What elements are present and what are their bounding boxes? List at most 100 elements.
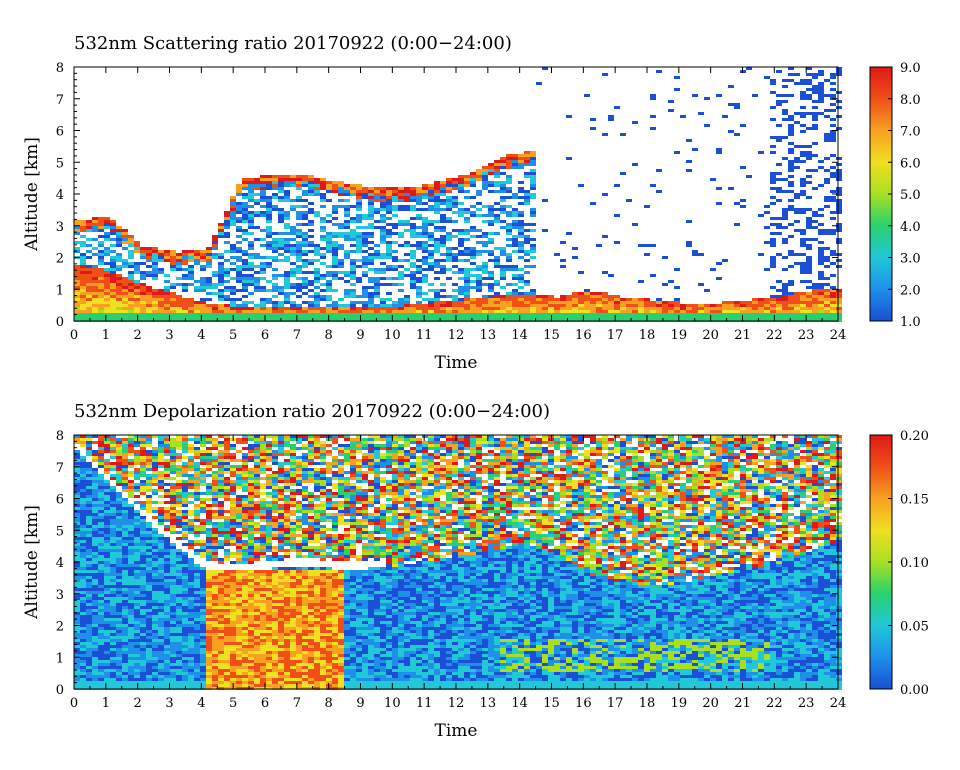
colorbar-tick-label: 6.0 xyxy=(900,156,921,171)
heatmap-cell xyxy=(362,265,368,268)
heatmap-cell xyxy=(830,199,836,202)
heatmap-cell xyxy=(554,316,560,319)
heatmap-cell xyxy=(512,166,518,169)
heatmap-cell xyxy=(152,510,158,513)
heatmap-cell xyxy=(104,510,110,513)
heatmap-cell xyxy=(188,642,194,645)
heatmap-cell xyxy=(92,657,98,660)
heatmap-cell xyxy=(326,244,332,247)
heatmap-cell xyxy=(596,295,602,298)
heatmap-cell xyxy=(188,669,194,672)
heatmap-cell xyxy=(650,244,656,247)
heatmap-cell xyxy=(488,169,494,172)
heatmap-cell xyxy=(506,154,512,157)
heatmap-cell xyxy=(122,615,128,618)
heatmap-cell xyxy=(80,444,86,447)
heatmap-cell xyxy=(218,232,224,235)
heatmap-cell xyxy=(494,184,500,187)
heatmap-cell xyxy=(176,501,182,504)
heatmap-cell xyxy=(548,295,554,298)
heatmap-cell xyxy=(704,313,710,316)
heatmap-cell xyxy=(422,241,428,244)
heatmap-cell xyxy=(440,316,446,319)
heatmap-cell xyxy=(116,253,122,256)
heatmap-cell xyxy=(158,630,164,633)
heatmap-cell xyxy=(212,253,218,256)
heatmap-cell xyxy=(518,280,524,283)
heatmap-cell xyxy=(356,310,362,313)
heatmap-cell xyxy=(830,73,836,76)
heatmap-cell xyxy=(314,277,320,280)
heatmap-cell xyxy=(410,274,416,277)
heatmap-cell xyxy=(302,286,308,289)
heatmap-cell xyxy=(98,627,104,630)
heatmap-cell xyxy=(152,456,158,459)
heatmap-cell xyxy=(530,178,536,181)
heatmap-cell xyxy=(98,286,104,289)
heatmap-cell xyxy=(302,235,308,238)
heatmap-cell xyxy=(368,247,374,250)
heatmap-cell xyxy=(206,259,212,262)
heatmap-cell xyxy=(80,609,86,612)
heatmap-cell xyxy=(272,277,278,280)
heatmap-cell xyxy=(830,109,836,112)
heatmap-cell xyxy=(398,235,404,238)
heatmap-cell xyxy=(128,675,134,678)
heatmap-cell xyxy=(824,310,830,313)
heatmap-cell xyxy=(140,666,146,669)
heatmap-cell xyxy=(338,265,344,268)
heatmap-cell xyxy=(560,316,566,319)
heatmap-cell xyxy=(92,648,98,651)
heatmap-cell xyxy=(116,672,122,675)
heatmap-cell xyxy=(404,295,410,298)
heatmap-cell xyxy=(536,307,542,310)
heatmap-cell xyxy=(716,313,722,316)
heatmap-cell xyxy=(92,507,98,510)
heatmap-cell xyxy=(116,471,122,474)
heatmap-cell xyxy=(530,163,536,166)
heatmap-cell xyxy=(74,579,80,582)
heatmap-cell xyxy=(590,316,596,319)
heatmap-cell xyxy=(176,537,182,540)
heatmap-cell xyxy=(80,522,86,525)
heatmap-cell xyxy=(164,274,170,277)
y-tick-label: 8 xyxy=(56,61,64,76)
heatmap-cell xyxy=(152,471,158,474)
heatmap-cell xyxy=(452,202,458,205)
heatmap-cell xyxy=(740,166,746,169)
heatmap-cell xyxy=(188,564,194,567)
heatmap-cell xyxy=(530,247,536,250)
heatmap-cell xyxy=(152,313,158,316)
heatmap-cell xyxy=(428,232,434,235)
heatmap-cell xyxy=(578,307,584,310)
heatmap-cell xyxy=(74,507,80,510)
heatmap-cell xyxy=(146,298,152,301)
heatmap-cell xyxy=(530,208,536,211)
heatmap-cell xyxy=(248,187,254,190)
heatmap-cell xyxy=(776,217,782,220)
heatmap-cell xyxy=(566,313,572,316)
x-tick-label: 19 xyxy=(671,328,688,343)
heatmap-cell xyxy=(98,654,104,657)
heatmap-cell xyxy=(308,262,314,265)
heatmap-cell xyxy=(494,307,500,310)
heatmap-cell xyxy=(98,588,104,591)
heatmap-cell xyxy=(200,642,206,645)
heatmap-cell xyxy=(404,310,410,313)
heatmap-cell xyxy=(830,307,836,310)
heatmap-cell xyxy=(350,193,356,196)
heatmap-cell xyxy=(620,304,626,307)
heatmap-cell xyxy=(374,295,380,298)
heatmap-cell xyxy=(122,232,128,235)
heatmap-cell xyxy=(134,654,140,657)
heatmap-cell xyxy=(770,202,776,205)
heatmap-cell xyxy=(176,295,182,298)
heatmap-cell xyxy=(110,576,116,579)
heatmap-cell xyxy=(410,310,416,313)
heatmap-cell xyxy=(98,519,104,522)
heatmap-cell xyxy=(116,636,122,639)
heatmap-cell xyxy=(686,139,692,142)
heatmap-cell xyxy=(728,130,734,133)
heatmap-cell xyxy=(398,208,404,211)
heatmap-cell xyxy=(632,313,638,316)
